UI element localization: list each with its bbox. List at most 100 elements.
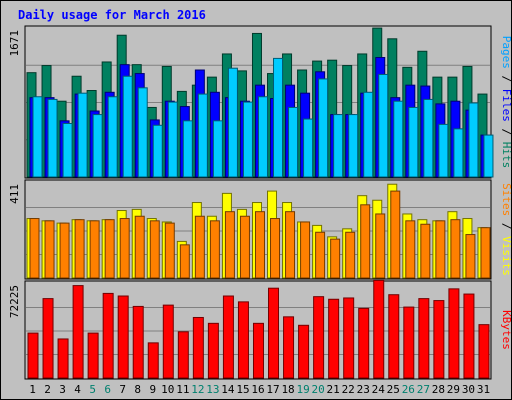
bar-pages [273,57,284,178]
bar-sites [270,218,281,279]
bar-kbytes [117,295,129,379]
bar-pages [423,98,434,178]
bar-kbytes [373,279,385,379]
bar-sites [450,219,461,279]
bar-sites [194,215,205,279]
bar-kbytes [388,294,400,379]
bar-kbytes [283,316,295,379]
bar-pages [318,78,329,178]
x-tick-label: 27 [417,383,430,396]
bar-pages [363,91,374,178]
bar-pages [257,96,268,178]
bar-kbytes [237,301,249,379]
legend-entry: KBytes [500,310,512,350]
bar-pages [197,93,208,178]
panel-frame [24,25,492,179]
bar-sites [179,244,190,279]
panel-max-label: 72225 [8,285,21,318]
bar-kbytes [207,322,219,379]
bar-pages [333,114,344,178]
bar-pages [438,123,449,178]
x-tick-label: 11 [176,383,189,396]
x-tick-label: 16 [251,383,264,396]
x-tick-label: 18 [281,383,294,396]
x-tick-label: 4 [74,383,81,396]
legend-entry: / [500,122,512,142]
bar-kbytes [147,342,159,379]
panel-hits: 1671 Pages / Files / Hits [8,25,512,179]
bar-kbytes [448,288,460,379]
bar-sites [164,222,175,279]
panel-kbytes: 72225 KBytes [8,279,512,380]
bar-sites [360,204,371,279]
bar-pages [303,118,314,178]
x-tick-label: 7 [119,383,126,396]
bar-pages [348,114,359,178]
bar-sites [209,220,220,279]
bar-pages [408,106,419,178]
bar-pages [152,124,163,178]
legend-entry: Files [500,89,512,122]
bar-kbytes [328,298,340,379]
x-tick-label: 6 [104,383,111,396]
bar-sites [29,218,40,279]
bar-pages [62,122,73,178]
series-sites [29,190,491,279]
bar-sites [405,220,416,279]
x-tick-label: 23 [357,383,370,396]
chart-title: Daily usage for March 2016 [18,8,206,22]
bar-kbytes [102,292,114,379]
x-tick-label: 21 [327,383,340,396]
x-tick-label: 2 [44,383,51,396]
panel-visits: 411 Sites / Visits [8,179,512,280]
bar-kbytes [343,297,355,379]
x-tick-label: 29 [447,383,460,396]
bar-pages [468,102,479,178]
panel-legend: Pages / Files / Hits [500,36,512,169]
bar-pages [122,75,133,178]
bar-kbytes [222,295,234,379]
x-tick-label: 12 [191,383,204,396]
bar-pages [167,101,178,178]
bar-pages [47,98,58,178]
bar-pages [77,92,88,178]
x-tick-label: 17 [266,383,279,396]
bar-pages [227,67,238,178]
x-tick-label: 3 [59,383,66,396]
bar-pages [137,87,148,178]
x-tick-label: 15 [236,383,249,396]
bar-kbytes [478,324,490,379]
bar-sites [104,219,115,279]
bar-kbytes [268,287,280,379]
bar-kbytes [252,322,264,379]
bar-sites [285,211,296,279]
chart-panels: 1671 Pages / Files / Hits 411 Sites / Visit… [8,25,512,380]
x-tick-label: 19 [296,383,309,396]
x-tick-label: 25 [387,383,400,396]
panel-legend: Sites / Visits [500,183,512,276]
bar-sites [59,222,70,279]
bar-kbytes [418,298,430,379]
x-tick-label: 28 [432,383,445,396]
bar-pages [32,96,43,178]
bar-kbytes [132,305,144,379]
panel-legend: KBytes [500,310,512,350]
x-tick-label: 13 [206,383,219,396]
x-tick-label: 14 [221,383,235,396]
bar-kbytes [403,306,415,379]
bar-kbytes [27,332,39,379]
bar-pages [212,120,223,178]
bar-sites [390,190,401,279]
legend-entry: / [500,69,512,89]
bar-sites [119,218,130,279]
bar-pages [393,100,404,178]
x-axis-day-labels: 1 2 3 4 5 6 7 8 9 10 11 12 13 14 15 16 17 18 19 20 21 22 23 24 2… [29,383,490,396]
x-tick-label: 20 [312,383,325,396]
bar-sites [465,234,476,279]
bar-kbytes [162,304,174,379]
legend-entry: Pages [500,36,512,69]
bar-kbytes [42,298,54,379]
x-tick-label: 8 [134,383,141,396]
bar-sites [74,219,85,279]
